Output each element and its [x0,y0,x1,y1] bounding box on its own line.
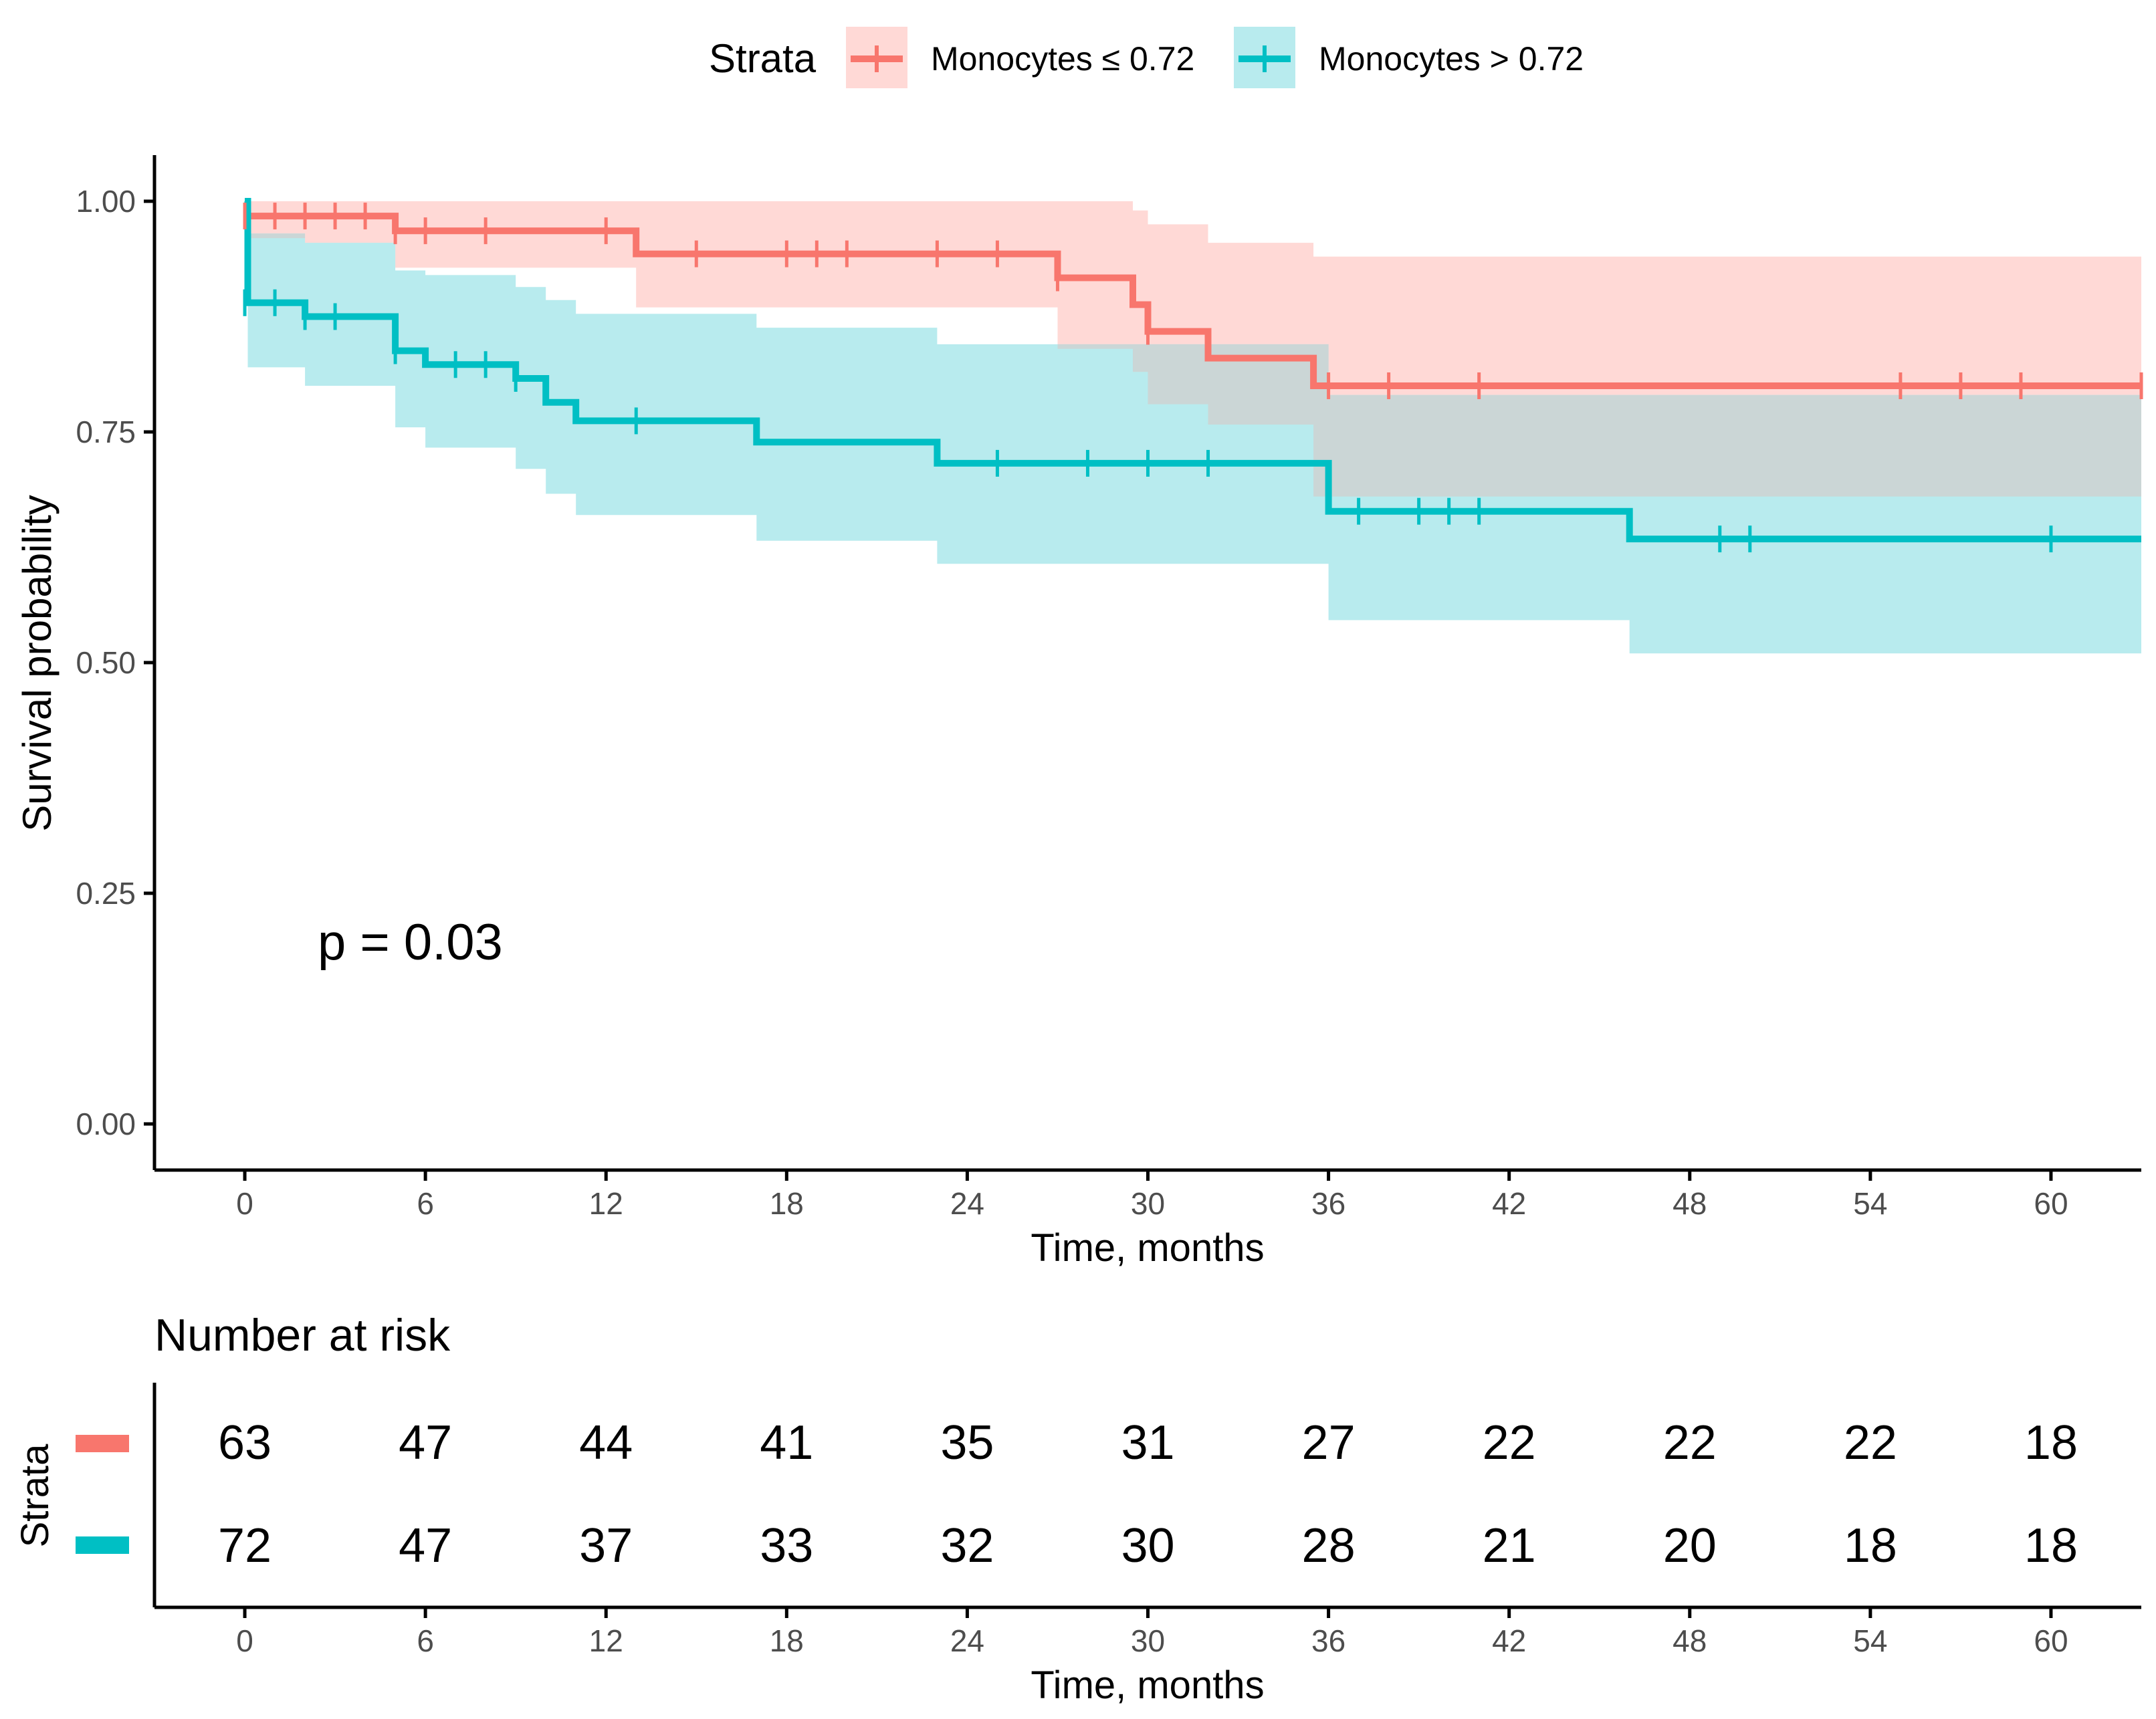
legend-item-low[interactable]: Monocytes ≤ 0.72 [846,27,1194,88]
risk-count-low: 22 [1844,1416,1897,1470]
risk-x-tick-label: 6 [417,1623,434,1658]
risk-x-tick-label: 60 [2034,1623,2068,1658]
risk-count-high: 21 [1483,1519,1536,1573]
risk-table-values: 63 47 44 41 35 31 27 22 22 22 18 72 47 37 33 32 30 28 21 20… [218,1416,2078,1573]
risk-count-low: 41 [760,1416,813,1470]
risk-count-low: 63 [218,1416,272,1470]
x-tick-label: 42 [1492,1186,1526,1221]
y-tick-label: 0.00 [76,1107,136,1141]
y-tick-label: 0.25 [76,876,136,911]
risk-count-high: 18 [1844,1519,1897,1573]
survival-plot: 0.00 0.25 0.50 0.75 1.00 0 6 12 18 24 30 36 42 48 54 6… [15,155,2143,1270]
x-tick-label: 60 [2034,1186,2068,1221]
x-tick-label: 36 [1311,1186,1345,1221]
risk-count-high: 37 [579,1519,633,1573]
x-tick-label: 6 [417,1186,434,1221]
risk-table-title: Number at risk [154,1310,451,1361]
risk-count-high: 28 [1302,1519,1356,1573]
risk-count-high: 20 [1663,1519,1717,1573]
risk-count-high: 47 [399,1519,452,1573]
y-tick-label: 0.50 [76,645,136,680]
legend-item-high[interactable]: Monocytes > 0.72 [1234,27,1584,88]
risk-x-tick-label: 36 [1311,1623,1345,1658]
x-axis-ticks: 0 6 12 18 24 30 36 42 48 54 60 [236,1170,2068,1221]
x-tick-label: 30 [1131,1186,1165,1221]
legend-label-low: Monocytes ≤ 0.72 [931,40,1194,78]
risk-x-tick-label: 30 [1131,1623,1165,1658]
risk-count-low: 22 [1483,1416,1536,1470]
risk-table: Number at risk Strata 63 47 44 41 35 31 27 22 22… [13,1310,2141,1707]
risk-count-low: 27 [1302,1416,1356,1470]
x-tick-label: 0 [236,1186,253,1221]
risk-count-low: 31 [1121,1416,1174,1470]
legend: Strata Monocytes ≤ 0.72 Monocytes > 0.72 [709,27,1584,88]
confidence-bands [245,201,2141,654]
x-tick-label: 18 [770,1186,804,1221]
risk-count-high: 18 [2024,1519,2078,1573]
risk-count-low: 18 [2024,1416,2078,1470]
x-tick-label: 12 [589,1186,623,1221]
risk-count-low: 47 [399,1416,452,1470]
censor-marks [243,203,2143,553]
y-tick-label: 0.75 [76,415,136,449]
risk-count-low: 35 [940,1416,994,1470]
risk-x-tick-label: 24 [950,1623,984,1658]
y-tick-label: 1.00 [76,184,136,219]
risk-table-x-ticks: 0 6 12 18 24 30 36 42 48 54 60 [236,1607,2068,1658]
risk-table-key-high [76,1536,129,1554]
risk-count-low: 44 [579,1416,633,1470]
risk-table-key-low [76,1435,129,1452]
legend-label-high: Monocytes > 0.72 [1319,40,1584,78]
x-tick-label: 24 [950,1186,984,1221]
risk-count-high: 32 [940,1519,994,1573]
p-value-annotation: p = 0.03 [318,914,503,971]
risk-table-x-title: Time, months [1031,1664,1264,1707]
risk-count-low: 22 [1663,1416,1717,1470]
legend-title: Strata [709,36,817,81]
risk-x-tick-label: 54 [1853,1623,1887,1658]
risk-count-high: 30 [1121,1519,1174,1573]
x-axis-title: Time, months [1031,1226,1264,1270]
risk-x-tick-label: 0 [236,1623,253,1658]
risk-count-high: 72 [218,1519,272,1573]
risk-x-tick-label: 42 [1492,1623,1526,1658]
risk-x-tick-label: 18 [770,1623,804,1658]
risk-x-tick-label: 12 [589,1623,623,1658]
risk-table-strata-label: Strata [13,1444,57,1547]
x-tick-label: 54 [1853,1186,1887,1221]
risk-count-high: 33 [760,1519,813,1573]
risk-x-tick-label: 48 [1673,1623,1707,1658]
y-axis-ticks: 0.00 0.25 0.50 0.75 1.00 [76,184,154,1141]
x-tick-label: 48 [1673,1186,1707,1221]
y-axis-title: Survival probability [15,495,60,832]
survival-curve-low [245,213,2141,389]
